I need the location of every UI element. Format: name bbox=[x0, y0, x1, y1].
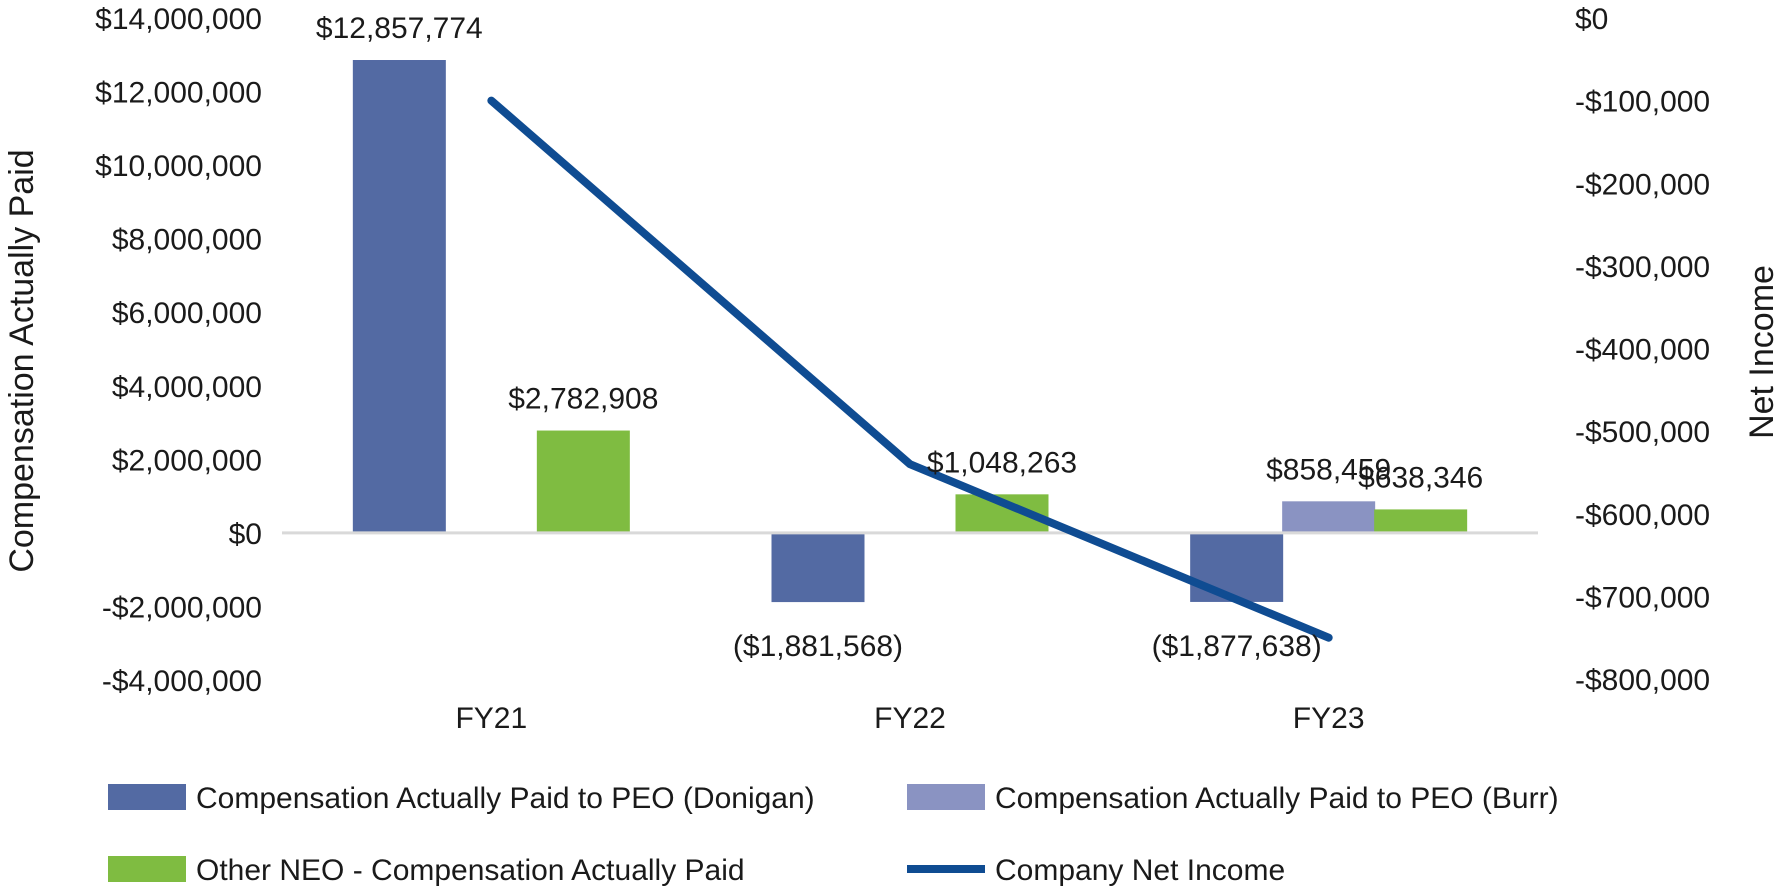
data-label: $12,857,774 bbox=[316, 12, 483, 45]
y2-tick-label: -$800,000 bbox=[1575, 664, 1710, 697]
data-label: ($1,877,638) bbox=[1152, 630, 1322, 663]
legend-label-donigan: Compensation Actually Paid to PEO (Donig… bbox=[196, 782, 815, 815]
y2-tick-label: -$700,000 bbox=[1575, 581, 1710, 614]
bar-other-neo-fy21 bbox=[536, 430, 630, 533]
data-label: $2,782,908 bbox=[508, 383, 658, 416]
y2-tick-label: $0 bbox=[1575, 3, 1608, 36]
legend: Compensation Actually Paid to PEO (Donig… bbox=[108, 782, 1559, 887]
y2-tick-label: -$100,000 bbox=[1575, 86, 1710, 119]
x-tick-label: FY23 bbox=[1293, 702, 1365, 735]
y-axis-title: Compensation Actually Paid bbox=[3, 149, 41, 572]
x-tick-label: FY21 bbox=[455, 702, 527, 735]
y-tick-label: -$2,000,000 bbox=[102, 591, 262, 624]
legend-label-other-neo: Other NEO - Compensation Actually Paid bbox=[196, 854, 745, 887]
y-tick-label: $12,000,000 bbox=[95, 77, 262, 110]
bar-donigan-fy23 bbox=[1190, 532, 1284, 602]
data-label: $638,346 bbox=[1358, 461, 1483, 494]
y2-tick-label: -$400,000 bbox=[1575, 334, 1710, 367]
legend-label-burr: Compensation Actually Paid to PEO (Burr) bbox=[995, 782, 1559, 815]
y2-axis-title: Net Income bbox=[1743, 265, 1781, 439]
data-label: $1,048,263 bbox=[927, 446, 1077, 479]
bar-donigan-fy22 bbox=[771, 532, 865, 603]
data-labels: $12,857,774 ($1,881,568) ($1,877,638) $858,… bbox=[316, 12, 1483, 663]
data-label: $858,459 bbox=[1266, 453, 1391, 486]
y-tick-label: $10,000,000 bbox=[95, 150, 262, 183]
bar-other-neo-fy23 bbox=[1374, 509, 1468, 533]
bars bbox=[352, 60, 1468, 603]
y-tick-label: $8,000,000 bbox=[112, 224, 262, 257]
y-tick-label: $0 bbox=[229, 518, 262, 551]
bar-donigan-fy21 bbox=[352, 60, 446, 533]
y2-tick-label: -$600,000 bbox=[1575, 499, 1710, 532]
right-axis-ticks: $0 -$100,000 -$200,000 -$300,000 -$400,000 -$… bbox=[1575, 3, 1710, 697]
category-axis-ticks: FY21 FY22 FY23 bbox=[455, 702, 1364, 735]
y-tick-label: $2,000,000 bbox=[112, 444, 262, 477]
y2-tick-label: -$300,000 bbox=[1575, 251, 1710, 284]
legend-swatch-donigan bbox=[108, 784, 186, 810]
bar-burr-fy23 bbox=[1282, 501, 1376, 533]
left-axis-ticks: $14,000,000 $12,000,000 $10,000,000 $8,000,… bbox=[95, 3, 262, 698]
net-income-line bbox=[487, 96, 1333, 642]
legend-label-net-income: Company Net Income bbox=[995, 854, 1285, 887]
x-tick-label: FY22 bbox=[874, 702, 946, 735]
legend-swatch-burr bbox=[907, 784, 985, 810]
y-tick-label: $14,000,000 bbox=[95, 3, 262, 36]
y2-tick-label: -$500,000 bbox=[1575, 416, 1710, 449]
net-income-line-layer bbox=[487, 96, 1333, 642]
y2-tick-label: -$200,000 bbox=[1575, 168, 1710, 201]
y-tick-label: -$4,000,000 bbox=[102, 665, 262, 698]
y-tick-label: $6,000,000 bbox=[112, 297, 262, 330]
legend-swatch-other-neo bbox=[108, 856, 186, 882]
y-tick-label: $4,000,000 bbox=[112, 371, 262, 404]
data-label: ($1,881,568) bbox=[733, 630, 903, 663]
